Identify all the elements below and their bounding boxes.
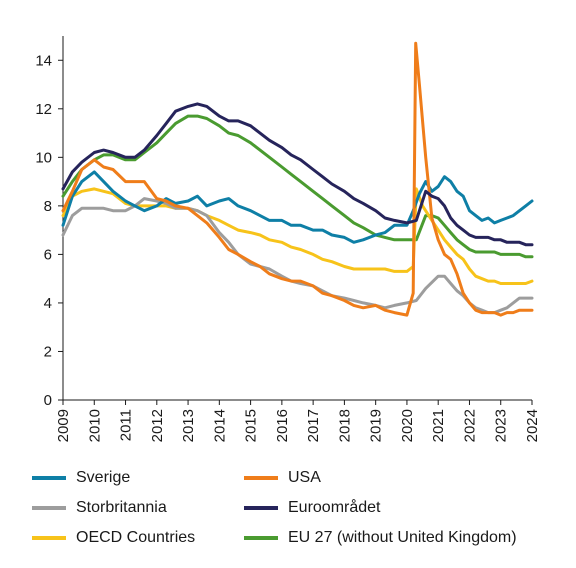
series-line-storbritannia [61,197,534,315]
x-tick-label: 2021 [430,409,447,442]
series-line-usa [61,41,534,317]
x-tick-label: 2022 [461,409,478,442]
y-tick-label: 8 [44,198,52,215]
legend-swatch-oecd [32,536,66,540]
legend-item-euroomradet: Euroområdet [244,496,381,520]
x-tick-label: 2014 [211,409,228,442]
y-tick-label: 14 [35,52,52,69]
legend-swatch-usa [244,476,278,480]
x-tick-label: 2011 [118,409,135,441]
legend-label-oecd: OECD Countries [76,529,196,546]
legend-swatch-euroomradet [244,506,278,510]
legend-item-storbritannia: Storbritannia [32,496,167,520]
x-tick-label: 2013 [180,409,197,442]
legend-label-storbritannia: Storbritannia [76,499,167,516]
series-line-oecd-countries [61,187,534,285]
legend-item-usa: USA [244,466,321,490]
unemployment-line-chart: 0 2 4 6 8 10 12 14 2009 2010 2011 2012 2013 2014 2015 2… [35,36,541,442]
legend-item-eu27: EU 27 (without United Kingdom) [244,526,517,550]
x-tick-label: 2012 [149,409,166,442]
legend-label-euroomradet: Euroområdet [288,499,381,516]
x-tick-label: 2018 [336,409,353,442]
series-line-euroomr-det [61,102,534,247]
x-tick-label: 2017 [305,409,322,442]
series-line-eu-27-without-united-kingdom- [61,114,534,259]
legend-item-sverige: Sverige [32,466,130,490]
legend-label-usa: USA [288,469,321,486]
x-tick-label: 2009 [55,409,72,442]
legend-swatch-sverige [32,476,66,480]
x-tick-label: 2010 [86,409,103,442]
y-tick-label: 0 [44,392,52,409]
x-tick-label: 2020 [399,409,416,442]
x-tick-label: 2023 [493,409,510,442]
x-tick-label: 2019 [368,409,385,442]
series-line-sverige [61,170,534,244]
y-tick-label: 2 [44,343,52,360]
x-tick-label: 2015 [243,409,260,442]
x-tick-label: 2016 [274,409,291,442]
y-tick-label: 6 [44,246,52,263]
legend-label-sverige: Sverige [76,469,131,486]
legend-swatch-storbritannia [32,506,66,510]
y-tick-label: 10 [35,149,52,166]
y-tick-label: 4 [44,295,52,312]
y-tick-label: 12 [35,101,52,118]
legend-item-oecd: OECD Countries [32,526,195,550]
x-tick-label: 2024 [524,409,541,442]
legend-label-eu27: EU 27 (without United Kingdom) [288,529,517,546]
legend: Sverige USA Storbritannia Euroområdet OE… [0,466,576,566]
legend-swatch-eu27 [244,536,278,540]
